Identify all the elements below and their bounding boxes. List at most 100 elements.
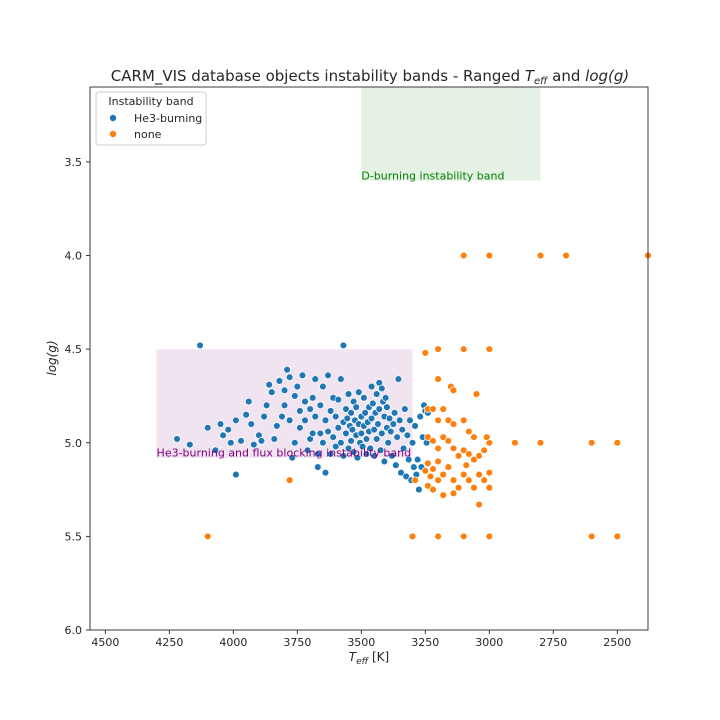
y-axis: 3.5 4.0 4.5 5.0 5.5 6.0 <box>65 156 90 637</box>
point-he3-59 <box>326 450 335 458</box>
point-none-7 <box>459 345 468 353</box>
point-he3-120 <box>384 439 392 447</box>
point-none-71 <box>462 461 471 469</box>
point-he3-144 <box>415 485 423 494</box>
point-none-39 <box>444 463 453 471</box>
point-he3-122 <box>387 427 395 436</box>
point-he3-11 <box>232 470 240 479</box>
point-he3-73 <box>344 390 353 398</box>
title-prefix: CARM_VIS database objects instability ba… <box>111 67 525 86</box>
point-none-14 <box>429 405 437 413</box>
point-none-25 <box>439 433 447 441</box>
y-axis-label: log(g) <box>45 340 59 375</box>
point-he3-66 <box>337 375 345 383</box>
point-he3-137 <box>406 416 414 425</box>
x-tick-label-4500: 4500 <box>91 636 119 649</box>
x-axis-label: Teff [K] <box>349 650 389 667</box>
point-none-42 <box>459 470 468 479</box>
point-he3-41 <box>303 446 312 454</box>
point-none-37 <box>434 457 442 466</box>
point-he3-145 <box>416 412 424 421</box>
title-logg: log(g) <box>585 67 629 85</box>
point-none-55 <box>421 467 430 475</box>
point-none-47 <box>485 483 494 492</box>
point-none-23 <box>429 437 437 445</box>
point-he3-134 <box>402 472 410 481</box>
point-he3-130 <box>397 468 405 477</box>
point-he3-10 <box>232 416 240 425</box>
point-he3-89 <box>357 429 366 438</box>
point-he3-47 <box>311 412 319 421</box>
point-he3-18 <box>257 437 266 445</box>
point-he3-53 <box>319 439 327 447</box>
point-none-22 <box>424 433 432 441</box>
legend-label-he3: He3-burning <box>134 112 202 125</box>
point-he3-25 <box>275 377 284 385</box>
point-none-9 <box>434 375 442 383</box>
point-he3-33 <box>291 439 299 447</box>
point-he3-67 <box>337 439 345 447</box>
point-none-41 <box>454 483 463 492</box>
point-he3-80 <box>349 448 358 456</box>
point-none-21 <box>470 433 478 441</box>
point-he3-74 <box>344 444 353 453</box>
point-none-48 <box>424 482 432 490</box>
point-none-33 <box>480 446 488 454</box>
point-he3-0 <box>196 341 204 350</box>
point-none-58 <box>411 476 419 484</box>
chart-title: CARM_VIS database objects instability ba… <box>111 67 630 87</box>
y-tick-label-5: 5.0 <box>65 437 83 450</box>
point-he3-32 <box>288 453 296 462</box>
point-he3-141 <box>411 422 419 430</box>
point-he3-19 <box>260 412 268 421</box>
point-he3-50 <box>316 401 325 410</box>
point-he3-46 <box>311 375 319 383</box>
point-he3-13 <box>242 410 250 419</box>
point-he3-36 <box>296 407 304 415</box>
point-none-5 <box>421 349 430 357</box>
point-he3-1 <box>339 341 348 350</box>
point-he3-8 <box>224 425 232 434</box>
point-he3-116 <box>380 457 389 466</box>
point-none-38 <box>439 470 447 479</box>
point-he3-143 <box>413 455 422 464</box>
point-he3-78 <box>348 425 357 434</box>
point-he3-100 <box>367 382 376 391</box>
point-he3-29 <box>283 365 291 374</box>
point-he3-104 <box>370 452 378 460</box>
point-he3-2 <box>173 435 181 443</box>
point-he3-51 <box>316 429 325 438</box>
x-tick-label-3000: 3000 <box>475 636 503 649</box>
point-he3-49 <box>314 463 322 471</box>
point-he3-45 <box>308 394 317 402</box>
point-he3-133 <box>401 405 409 413</box>
point-he3-123 <box>388 452 396 460</box>
x-label-sub: eff <box>356 657 370 667</box>
point-he3-132 <box>399 444 408 453</box>
point-he3-44 <box>308 429 317 438</box>
point-none-57 <box>285 476 294 484</box>
point-none-70 <box>482 433 491 441</box>
point-he3-131 <box>398 425 407 434</box>
point-he3-135 <box>403 431 412 440</box>
point-he3-12 <box>237 437 245 445</box>
point-he3-107 <box>372 435 381 443</box>
point-he3-39 <box>301 397 309 406</box>
point-he3-136 <box>404 455 413 464</box>
point-none-26 <box>444 437 453 445</box>
point-he3-4 <box>203 424 212 432</box>
point-he3-103 <box>370 425 378 434</box>
point-he3-108 <box>374 420 382 428</box>
point-he3-76 <box>347 409 355 417</box>
point-he3-126 <box>392 461 400 469</box>
point-none-40 <box>449 476 458 484</box>
point-none-3 <box>562 251 570 260</box>
title-and: and <box>547 67 585 85</box>
point-none-49 <box>429 485 437 494</box>
point-he3-9 <box>227 439 235 447</box>
point-he3-119 <box>383 403 391 411</box>
point-he3-112 <box>378 384 386 393</box>
y-tick-label-5.5: 5.5 <box>65 530 83 543</box>
point-he3-91 <box>360 394 368 402</box>
